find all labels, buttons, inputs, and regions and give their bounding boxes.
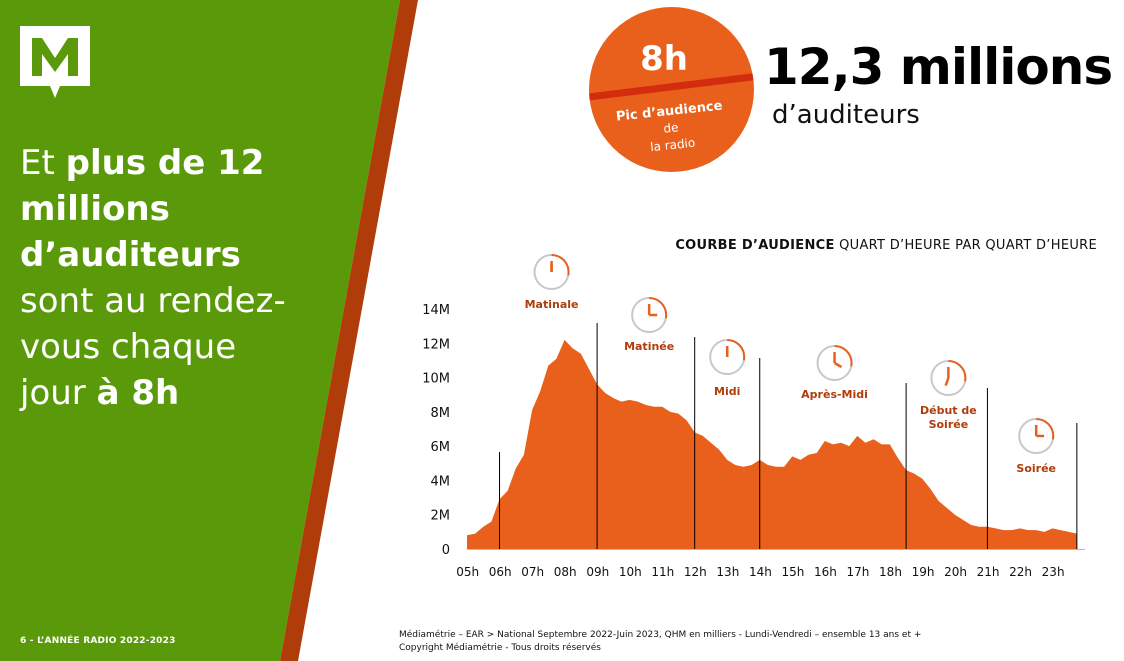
segment-label: Soirée bbox=[929, 418, 969, 431]
x-tick-label: 23h bbox=[1042, 565, 1065, 579]
chart-title: COURBE D’AUDIENCE QUART D’HEURE PAR QUAR… bbox=[675, 238, 1097, 253]
x-tick-label: 05h bbox=[456, 565, 479, 579]
y-tick-label: 6M bbox=[431, 440, 451, 455]
x-tick-label: 09h bbox=[586, 565, 609, 579]
x-tick-label: 08h bbox=[554, 565, 577, 579]
page-footer: 6 - L’ANNÉE RADIO 2022-2023 bbox=[20, 636, 176, 646]
badge-hour: 8h bbox=[640, 39, 688, 79]
audience-area bbox=[467, 339, 1077, 549]
segment-label: Après-Midi bbox=[801, 388, 868, 401]
clock-hand-hour bbox=[833, 361, 843, 369]
clock-arc bbox=[930, 360, 967, 396]
x-tick-label: 21h bbox=[977, 565, 1000, 579]
y-tick-label: 12M bbox=[422, 337, 450, 352]
big-stat: 12,3 millions bbox=[764, 38, 1113, 96]
y-tick-label: 0 bbox=[442, 543, 450, 558]
clock-arc bbox=[631, 297, 668, 333]
source-line1: Médiamétrie – EAR > National Septembre 2… bbox=[399, 630, 922, 640]
x-tick-label: 17h bbox=[847, 565, 870, 579]
clock-hand-hour bbox=[944, 377, 950, 386]
x-tick-label: 11h bbox=[651, 565, 674, 579]
segment-label: Midi bbox=[714, 385, 740, 398]
x-tick-label: 13h bbox=[716, 565, 739, 579]
segment-label: Matinale bbox=[525, 298, 579, 311]
x-tick-label: 06h bbox=[489, 565, 512, 579]
x-tick-label: 20h bbox=[944, 565, 967, 579]
x-tick-label: 18h bbox=[879, 565, 902, 579]
x-tick-label: 19h bbox=[912, 565, 935, 579]
clock-arc bbox=[709, 339, 746, 375]
clock-arc bbox=[533, 254, 570, 290]
x-tick-label: 15h bbox=[781, 565, 804, 579]
source-note: Médiamétrie – EAR > National Septembre 2… bbox=[399, 629, 921, 655]
segment-label: Début de bbox=[920, 404, 977, 417]
x-tick-label: 12h bbox=[684, 565, 707, 579]
y-tick-label: 10M bbox=[422, 372, 450, 387]
headline: Et plus de 12 millions d’auditeurs sont … bbox=[20, 143, 286, 413]
x-tick-label: 16h bbox=[814, 565, 837, 579]
clock-arc bbox=[1018, 418, 1055, 454]
y-tick-label: 8M bbox=[431, 406, 451, 421]
segment-label: Matinée bbox=[624, 340, 674, 353]
x-tick-label: 07h bbox=[521, 565, 544, 579]
source-line2: Copyright Médiamétrie - Tous droits rése… bbox=[399, 643, 601, 653]
m-logo bbox=[20, 26, 90, 98]
y-tick-label: 14M bbox=[422, 303, 450, 318]
peak-badge: 8h Pic d’audience de la radio bbox=[589, 7, 754, 172]
dark-orange-stripe bbox=[280, 0, 418, 661]
big-stat-sub: d’auditeurs bbox=[772, 100, 920, 130]
segment-label: Soirée bbox=[1016, 462, 1056, 475]
y-tick-label: 2M bbox=[431, 509, 451, 524]
clock-arc bbox=[816, 345, 853, 381]
x-tick-label: 14h bbox=[749, 565, 772, 579]
x-tick-label: 10h bbox=[619, 565, 642, 579]
green-panel bbox=[0, 0, 400, 661]
y-tick-label: 4M bbox=[431, 474, 451, 489]
x-tick-label: 22h bbox=[1009, 565, 1032, 579]
